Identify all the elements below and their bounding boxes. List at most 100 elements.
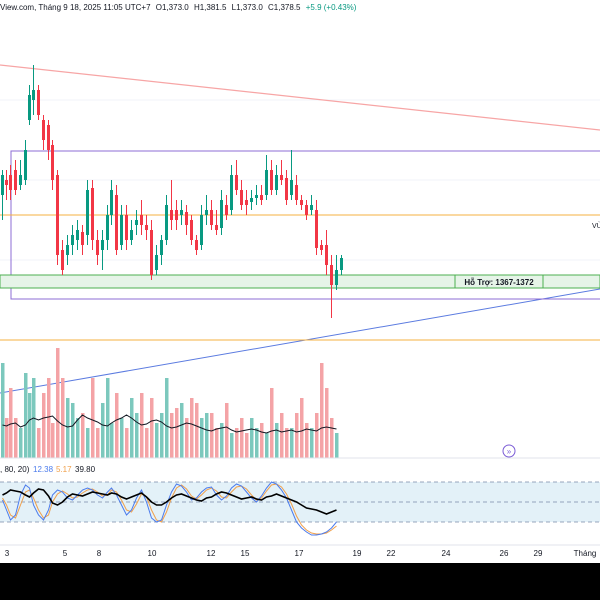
x-axis[interactable]: 3 5 8 10 12 15 17 19 22 24 26 29 Tháng (5, 549, 597, 558)
candle (14, 160, 17, 195)
volume-bar (200, 418, 204, 458)
volume-bar (330, 418, 334, 458)
right-edge-label: VÙ (592, 221, 600, 230)
volume-bar (14, 418, 18, 458)
volume-bar (9, 388, 13, 458)
volume-bar (180, 403, 184, 458)
candle (185, 205, 188, 235)
candle (230, 165, 233, 215)
volume-bar (250, 418, 254, 458)
volume-bar (230, 433, 234, 458)
header-low: L1,373.0 (231, 3, 263, 12)
candle (91, 180, 94, 250)
candle (265, 155, 268, 200)
x-axis-label: Tháng (574, 549, 597, 558)
candle (180, 200, 183, 225)
candle (96, 230, 99, 265)
candle (130, 220, 133, 245)
candle (24, 140, 27, 185)
volume-bar (19, 428, 23, 458)
volume-bar (66, 398, 70, 458)
volume-bar (185, 418, 189, 458)
candle (150, 220, 153, 280)
scroll-to-realtime-button[interactable]: » (502, 444, 516, 458)
candle (76, 220, 79, 250)
osc-k-line (2, 481, 337, 536)
volume-bar (235, 428, 239, 458)
candle (61, 240, 64, 275)
double-chevron-right-icon: » (507, 447, 512, 456)
volume-bar (125, 428, 129, 458)
chart-header: View.com, Tháng 9 18, 2025 11:05 UTC+7 O… (0, 0, 600, 15)
header-change: +5.9 (+0.43%) (305, 3, 357, 12)
chart-frame[interactable]: Hỗ Trợ: 1367-1372 VÙ » , 80, 20) 12.38 5… (0, 15, 600, 563)
volume-bar (170, 413, 174, 458)
resistance-trendline[interactable] (0, 64, 600, 131)
candle (200, 205, 203, 250)
osc-third-value: 39.80 (75, 465, 96, 474)
x-axis-label: 8 (97, 549, 102, 558)
candle (160, 235, 163, 265)
candle (165, 195, 168, 245)
candle (315, 200, 318, 255)
bottom-bar (0, 563, 600, 600)
volume-bar (240, 418, 244, 458)
header-close: C1,378.5 (268, 3, 301, 12)
x-axis-label: 26 (500, 549, 509, 558)
volume-bar (96, 428, 100, 458)
volume-bar (145, 428, 149, 458)
candle (115, 185, 118, 255)
x-axis-label: 17 (295, 549, 304, 558)
candle (120, 205, 123, 250)
candle (295, 175, 298, 205)
candle (335, 255, 338, 290)
candle (37, 85, 40, 120)
candle (245, 190, 248, 215)
volume-bars (1, 348, 339, 458)
volume-bar (140, 393, 144, 458)
candle (66, 235, 69, 265)
price-grid (0, 99, 600, 341)
osc-d-value: 5.17 (56, 465, 72, 474)
candles-group (1, 65, 343, 318)
volume-bar (190, 398, 194, 458)
volume-bar (195, 403, 199, 458)
volume-bar (265, 433, 269, 458)
candle (175, 200, 178, 230)
candle (9, 165, 12, 200)
volume-bar (24, 373, 28, 458)
volume-bar (1, 363, 5, 458)
volume-bar (110, 423, 114, 458)
candle (280, 160, 283, 185)
volume-bar (106, 378, 110, 458)
candle (270, 160, 273, 195)
chart-canvas[interactable]: Hỗ Trợ: 1367-1372 VÙ » , 80, 20) 12.38 5… (0, 15, 600, 563)
volume-bar (81, 413, 85, 458)
candle (320, 240, 323, 255)
candle (240, 180, 243, 210)
candle (305, 200, 308, 220)
support-label: Hỗ Trợ: 1367-1372 (464, 278, 534, 287)
x-axis-label: 15 (241, 549, 250, 558)
osc-params: , 80, 20) (0, 465, 30, 474)
range-box[interactable] (10, 150, 600, 300)
header-open: O1,373.0 (155, 3, 189, 12)
candle (340, 255, 343, 275)
x-axis-label: 22 (387, 549, 396, 558)
candle (81, 225, 84, 255)
candle (71, 225, 74, 255)
volume-bar (120, 418, 124, 458)
x-axis-label: 19 (353, 549, 362, 558)
support-label-box[interactable] (454, 274, 544, 289)
volume-bar (155, 423, 159, 458)
support-trendline[interactable] (0, 288, 600, 394)
candle (145, 215, 148, 240)
volume-bar (220, 423, 224, 458)
osc-d-line (2, 483, 337, 535)
candle (135, 210, 138, 235)
candle (260, 185, 263, 205)
volume-bar (325, 388, 329, 458)
candle (5, 170, 8, 200)
volume-bar (305, 423, 309, 458)
candle (28, 85, 31, 125)
